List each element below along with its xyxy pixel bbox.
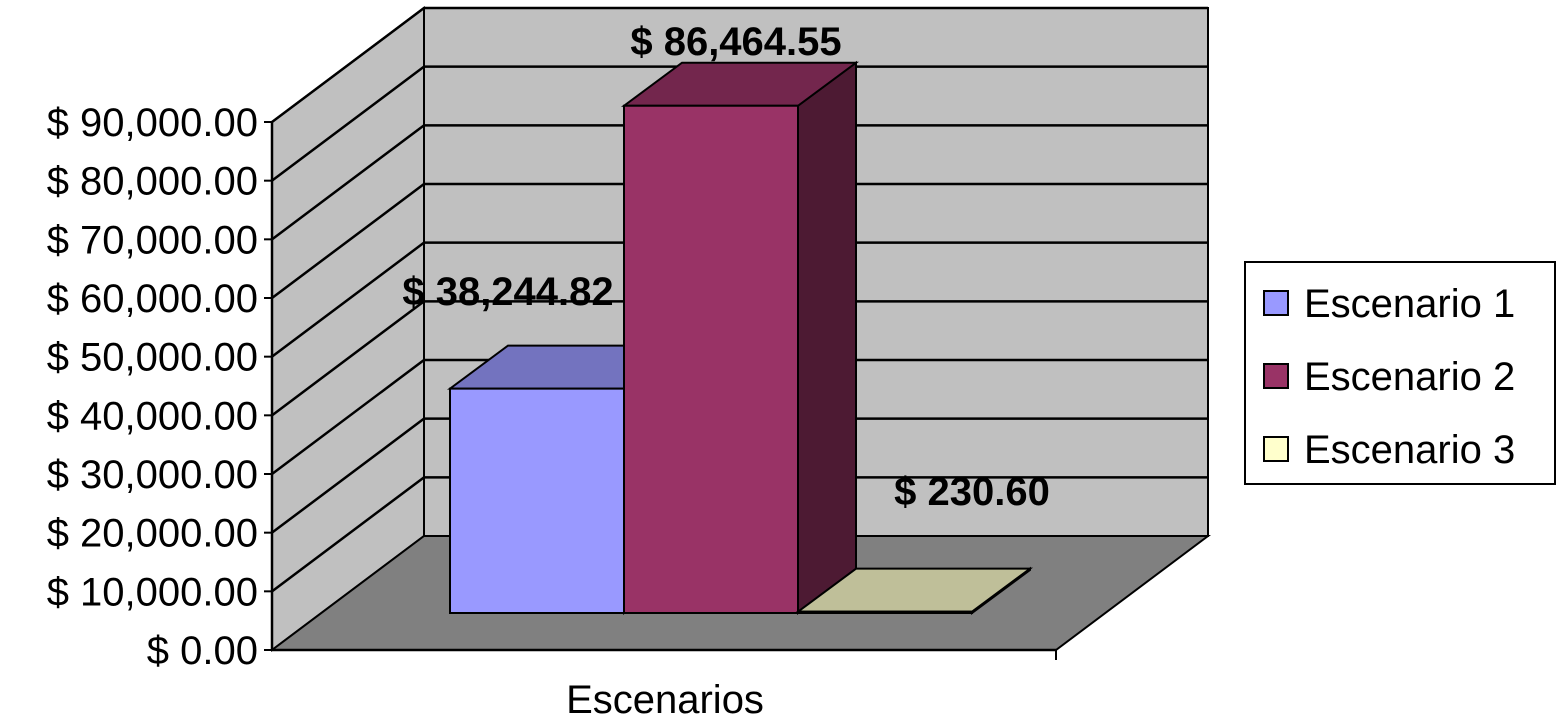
gridline [271, 182, 1208, 299]
y-tick-label: $ 70,000.00 [47, 218, 258, 262]
legend: Escenario 1 Escenario 2 Escenario 3 [1244, 261, 1556, 485]
legend-label: Escenario 2 [1304, 355, 1515, 399]
y-tick-label: $ 50,000.00 [47, 336, 258, 380]
y-tick-label: $ 0.00 [147, 629, 258, 673]
y-tick-label: $ 80,000.00 [47, 160, 258, 204]
data-label: $ 86,464.55 [630, 20, 841, 64]
bar-escenario-3 [794, 566, 1034, 615]
legend-swatch [1263, 436, 1289, 462]
bar-escenario-2 [620, 60, 860, 615]
y-tick-label: $ 30,000.00 [47, 453, 258, 497]
data-label: $ 38,244.82 [402, 270, 613, 314]
data-label: $ 230.60 [894, 470, 1050, 514]
y-tick-label: $ 60,000.00 [47, 277, 258, 321]
bar-side [797, 60, 857, 615]
gridline [271, 241, 1208, 358]
legend-box [1244, 261, 1556, 485]
gridline [271, 124, 1208, 241]
bar-front [623, 104, 799, 615]
gridline [271, 358, 1208, 475]
legend-label: Escenario 1 [1304, 282, 1515, 326]
gridline [271, 6, 1208, 123]
gridline [271, 300, 1208, 417]
gridline [271, 476, 1208, 593]
gridlines [271, 6, 1208, 593]
data-labels: $ 38,244.82 $ 86,464.55 $ 230.60 [402, 20, 1050, 514]
bar-front [449, 387, 625, 615]
y-tick-label: $ 20,000.00 [47, 512, 258, 556]
legend-swatch [1263, 363, 1289, 389]
bars [446, 60, 1034, 615]
y-tick-label: $ 40,000.00 [47, 394, 258, 438]
bar-front [797, 610, 973, 615]
y-tick-label: $ 90,000.00 [47, 101, 258, 145]
y-tick-label: $ 10,000.00 [47, 570, 258, 614]
y-axis-ticks: $ 0.00 $ 10,000.00 $ 20,000.00 $ 30,000.00 $… [47, 101, 272, 673]
gridline [271, 417, 1208, 534]
gridline [271, 65, 1208, 182]
legend-swatch [1263, 290, 1289, 316]
x-axis-label: Escenarios [566, 678, 764, 720]
axes [270, 122, 1057, 660]
legend-label: Escenario 3 [1304, 428, 1515, 472]
